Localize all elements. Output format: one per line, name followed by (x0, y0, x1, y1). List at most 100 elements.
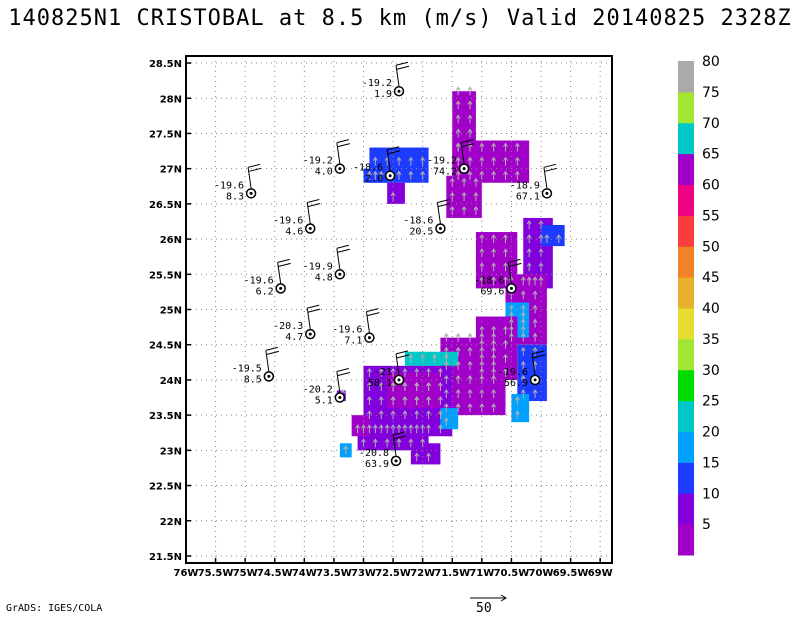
colorbar-label: 80 (702, 54, 720, 70)
station-value-label: 4.0 (315, 167, 333, 178)
wind-arrow (491, 360, 497, 370)
station-dot (397, 378, 401, 382)
station-value-label: 5.1 (315, 396, 333, 407)
wind-arrow (491, 332, 497, 342)
wind-arrow (503, 353, 508, 363)
wind-arrow (426, 367, 431, 377)
wind-arrow (426, 410, 431, 420)
wind-arrow (390, 382, 396, 391)
wind-barb (265, 346, 279, 372)
station-value-label: 1.9 (374, 89, 392, 100)
colorbar-label: 60 (702, 178, 720, 194)
wind-cell-region (404, 351, 459, 366)
station-temp-label: -20.3 (273, 321, 303, 332)
station-dot (267, 374, 271, 378)
station-temp-label: -19.5 (232, 363, 262, 374)
wind-arrow (479, 375, 485, 384)
wind-barb (531, 350, 546, 375)
wind-arrow (455, 389, 461, 398)
wind-arrow (455, 403, 461, 413)
station-dot (308, 332, 312, 336)
wind-barb (365, 308, 380, 333)
station-dot (462, 167, 466, 171)
station-value-label: 63.9 (365, 459, 389, 470)
wind-arrow (367, 396, 372, 406)
colorbar-swatch (678, 338, 694, 371)
x-tick-label: 73W (351, 568, 376, 579)
colorbar-swatch (678, 369, 694, 402)
wind-arrow (556, 234, 562, 244)
wind-arrow (514, 142, 520, 152)
wind-arrow (408, 353, 414, 363)
station-temp-label: -18.6 (353, 163, 383, 174)
station-value-label: 6.2 (256, 286, 274, 297)
station-temp-label: -19.6 (498, 367, 528, 378)
station-dot (388, 174, 392, 178)
station-dot (308, 227, 312, 231)
wind-arrow (455, 128, 461, 138)
y-tick-label: 26N (160, 235, 182, 246)
wind-arrow (467, 403, 473, 413)
wind-arrow (520, 389, 526, 398)
colorbar-label: 35 (702, 332, 720, 348)
wind-arrow (367, 367, 372, 377)
wind-arrow (479, 156, 485, 166)
wind-cell-region (387, 182, 405, 204)
station-value-label: 56.9 (504, 378, 528, 389)
station-dot (397, 89, 401, 93)
colorbar-swatch (678, 462, 694, 494)
station-value-label: 67.1 (516, 191, 540, 202)
wind-arrow (467, 332, 473, 342)
wind-arrow (532, 304, 538, 314)
station-temp-label: -19.6 (332, 325, 362, 336)
wind-arrow (467, 128, 473, 138)
station-dot (279, 286, 283, 290)
wind-arrow (491, 346, 497, 356)
wind-arrow (402, 367, 408, 377)
station-dot (338, 396, 342, 400)
station-value-label: 4.6 (285, 227, 303, 238)
colorbar-swatch (678, 400, 694, 432)
y-tick-label: 23.5N (149, 411, 182, 422)
wind-arrow (396, 424, 402, 434)
y-tick-label: 27N (160, 165, 182, 176)
wind-arrow (467, 170, 473, 180)
wind-arrow (455, 332, 461, 342)
wind-arrow (503, 276, 508, 286)
colorbar-label: 65 (702, 147, 720, 163)
wind-cell-region (410, 443, 441, 465)
colorbar-swatch (678, 277, 694, 309)
wind-arrow (520, 290, 526, 300)
y-tick-label: 25N (160, 306, 182, 317)
wind-arrow (532, 332, 538, 342)
wind-arrow (408, 424, 414, 434)
wind-arrow (503, 367, 508, 377)
wind-cell-region (511, 394, 530, 423)
wind-arrow (491, 142, 497, 152)
wind-arrow (491, 170, 497, 180)
wind-field (336, 91, 565, 465)
wind-barb (395, 61, 410, 87)
grid (186, 56, 612, 563)
wind-arrow (402, 396, 408, 406)
wind-arrow (479, 332, 485, 342)
wind-barb (306, 199, 321, 224)
wind-arrow (438, 382, 443, 391)
wind-barb (247, 163, 262, 189)
wind-arrow (390, 191, 396, 201)
wind-cell-region (351, 415, 370, 437)
station-temp-label: -21 (374, 367, 392, 378)
wind-arrow (378, 170, 384, 180)
colorbar-label: 50 (702, 239, 720, 255)
station-temp-label: -18.9 (510, 180, 540, 191)
wind-arrow (420, 424, 426, 434)
wind-arrow (467, 86, 473, 96)
wind-arrow (414, 452, 420, 462)
colorbar-label: 70 (702, 116, 720, 132)
colorbar-swatch (678, 431, 694, 463)
x-tick-label: 72W (410, 568, 435, 579)
wind-arrow (532, 389, 538, 398)
wind-arrow (455, 170, 461, 180)
colorbar-swatch (678, 91, 694, 124)
y-tick-label: 25.5N (149, 270, 182, 281)
